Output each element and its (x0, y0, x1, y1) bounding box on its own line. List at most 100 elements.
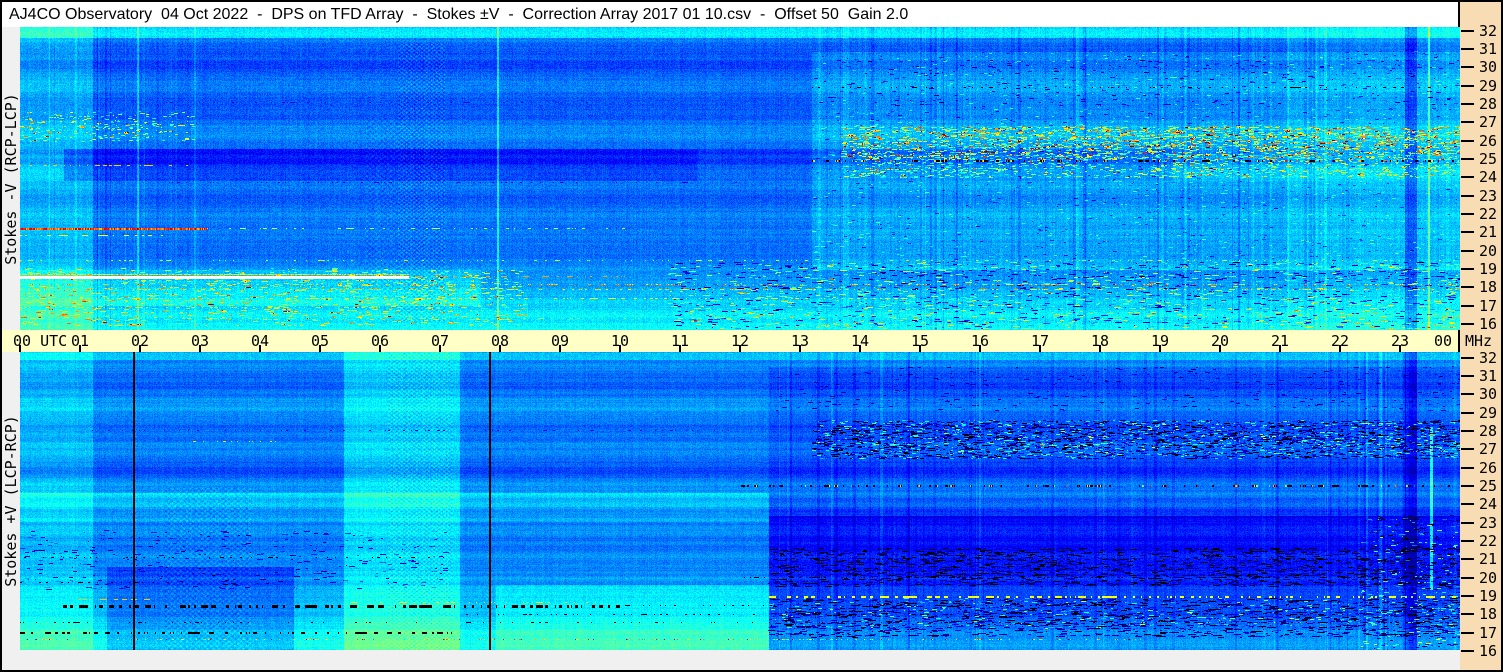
freq-tick (1461, 249, 1474, 252)
freq-tick-label: 23 (1479, 186, 1498, 205)
time-tick-label: 20 (1210, 332, 1230, 350)
freq-tick-label: 26 (1479, 458, 1498, 477)
freq-tick-label: 20 (1479, 241, 1498, 260)
freq-tick (1461, 631, 1474, 634)
freq-tick-label: 20 (1479, 568, 1498, 587)
freq-tick (1461, 466, 1474, 469)
freq-tick-label: 25 (1479, 149, 1498, 168)
freq-tick (1461, 323, 1474, 326)
freq-tick (1461, 650, 1474, 653)
time-tick (1219, 345, 1221, 352)
spectrogram-stokes-negv (20, 27, 1460, 330)
time-tick-label: 04 (250, 332, 270, 350)
time-tick (559, 345, 561, 352)
left-axis-label-top: Stokes -V (RCP-LCP) (2, 27, 20, 330)
freq-tick (1461, 231, 1474, 234)
time-tick-label: 05 (310, 332, 330, 350)
stokes-posv-axis-label: Stokes +V (LCP-RCP) (2, 415, 20, 587)
time-tick-label: 19 (1150, 332, 1170, 350)
time-tick (859, 345, 861, 352)
time-tick (619, 345, 621, 352)
time-tick (1159, 345, 1161, 352)
time-tick-label: 17 (1030, 332, 1050, 350)
time-tick-label: 21 (1270, 332, 1290, 350)
time-tick-label: 02 (130, 332, 150, 350)
time-tick-label: 01 (70, 332, 90, 350)
freq-tick-label: 24 (1479, 495, 1498, 514)
time-tick (919, 345, 921, 352)
freq-tick (1461, 102, 1474, 105)
freq-tick-label: 23 (1479, 513, 1498, 532)
freq-tick-label: 28 (1479, 94, 1498, 113)
freq-tick-label: 19 (1479, 260, 1498, 279)
time-tick-label: 08 (490, 332, 510, 350)
time-tick (1279, 345, 1281, 352)
time-tick (979, 345, 981, 352)
time-axis-band: 00 UTC 01 02 03 04 05 06 07 08 09 10 11 12 13 14 15 16 17… (2, 330, 1461, 352)
freq-tick-label: 29 (1479, 76, 1498, 95)
freq-tick-label: 16 (1479, 315, 1498, 334)
freq-tick-label: 19 (1479, 587, 1498, 606)
time-tick-label: 18 (1090, 332, 1110, 350)
time-tick-label: 14 (850, 332, 870, 350)
time-tick-label: 12 (730, 332, 750, 350)
stokes-negv-axis-label: Stokes -V (RCP-LCP) (2, 92, 20, 265)
freq-tick (1461, 411, 1474, 414)
time-tick (259, 345, 261, 352)
time-tick (139, 345, 141, 352)
freq-unit-label: MHz (1465, 332, 1493, 350)
time-tick-label: 15 (910, 332, 930, 350)
time-tick (1039, 345, 1041, 352)
freq-tick (1461, 503, 1474, 506)
freq-tick (1461, 595, 1474, 598)
time-tick (79, 345, 81, 352)
time-tick-label: 13 (790, 332, 810, 350)
time-tick (1099, 345, 1101, 352)
freq-tick (1461, 47, 1474, 50)
time-tick (499, 345, 501, 352)
freq-tick (1461, 613, 1474, 616)
freq-tick (1461, 374, 1474, 377)
time-tick (799, 345, 801, 352)
time-tick-label: 11 (670, 332, 690, 350)
left-axis-label-bottom: Stokes +V (LCP-RCP) (2, 352, 20, 650)
freq-tick-label: 27 (1479, 440, 1498, 459)
freq-tick-label: 26 (1479, 131, 1498, 150)
freq-tick-label: 29 (1479, 403, 1498, 422)
spectrogram-stokes-posv (20, 352, 1460, 650)
freq-tick-label: 24 (1479, 168, 1498, 187)
freq-tick (1461, 429, 1474, 432)
time-axis-end-label: 00 (1433, 332, 1452, 350)
time-tick (319, 345, 321, 352)
freq-tick (1461, 157, 1474, 160)
freq-tick-label: 31 (1479, 39, 1498, 58)
freq-tick (1461, 393, 1474, 396)
frequency-scale-column: MHz 32 31 30 29 28 27 26 25 24 23 22 21 20 19 18 17 16 32 3… (1460, 2, 1501, 670)
freq-tick (1461, 576, 1474, 579)
time-tick (739, 345, 741, 352)
freq-tick (1461, 84, 1474, 87)
time-tick (199, 345, 201, 352)
freq-tick-label: 17 (1479, 623, 1498, 642)
freq-tick-label: 25 (1479, 476, 1498, 495)
time-tick (1399, 345, 1401, 352)
time-tick (679, 345, 681, 352)
time-tick (379, 345, 381, 352)
freq-tick (1461, 66, 1474, 69)
freq-tick (1461, 540, 1474, 542)
time-tick-label: 06 (370, 332, 390, 350)
time-tick (439, 345, 441, 352)
title-bar: AJ4CO Observatory 04 Oct 2022 - DPS on T… (2, 2, 1460, 27)
time-tick-label: 23 (1390, 332, 1410, 350)
freq-tick-label: 21 (1479, 223, 1498, 242)
time-tick-label: 03 (190, 332, 210, 350)
freq-tick-label: 17 (1479, 296, 1498, 315)
freq-tick-label: 28 (1479, 421, 1498, 440)
freq-tick-label: 32 (1479, 21, 1498, 40)
freq-tick-label: 18 (1479, 278, 1498, 297)
freq-tick-label: 21 (1479, 550, 1498, 569)
freq-tick (1461, 356, 1474, 359)
freq-tick (1461, 213, 1474, 215)
freq-tick (1461, 484, 1474, 487)
